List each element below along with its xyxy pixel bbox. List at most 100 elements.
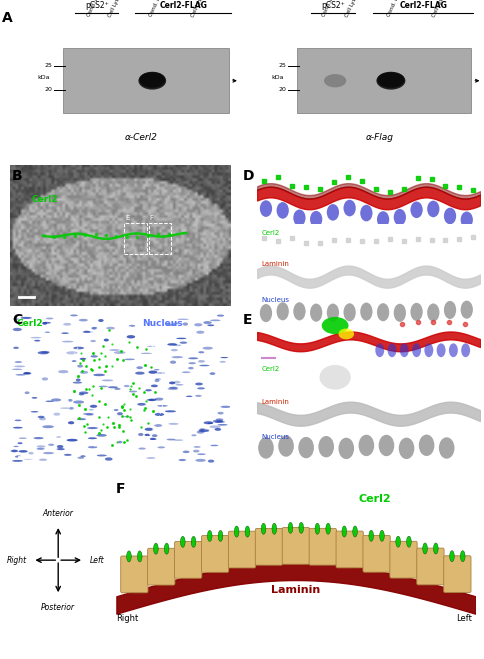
Ellipse shape bbox=[140, 353, 151, 354]
Text: B: B bbox=[12, 169, 22, 183]
Ellipse shape bbox=[177, 318, 188, 320]
Ellipse shape bbox=[129, 325, 135, 327]
Ellipse shape bbox=[198, 430, 209, 432]
Ellipse shape bbox=[87, 427, 98, 429]
Ellipse shape bbox=[13, 427, 23, 428]
Ellipse shape bbox=[114, 388, 121, 390]
Ellipse shape bbox=[426, 200, 439, 217]
Ellipse shape bbox=[409, 302, 422, 321]
Text: E: E bbox=[125, 215, 130, 221]
Text: Cell Lysate: Cell Lysate bbox=[190, 0, 207, 18]
Ellipse shape bbox=[157, 446, 165, 448]
Ellipse shape bbox=[202, 347, 212, 350]
Ellipse shape bbox=[83, 413, 94, 415]
Ellipse shape bbox=[167, 387, 178, 390]
FancyBboxPatch shape bbox=[282, 527, 309, 564]
Ellipse shape bbox=[325, 523, 330, 534]
Text: Left: Left bbox=[455, 614, 471, 623]
Ellipse shape bbox=[58, 370, 69, 373]
Ellipse shape bbox=[210, 320, 220, 321]
Ellipse shape bbox=[338, 438, 353, 459]
Ellipse shape bbox=[73, 347, 84, 349]
Ellipse shape bbox=[326, 204, 338, 221]
Text: 20: 20 bbox=[44, 87, 52, 92]
Ellipse shape bbox=[293, 210, 305, 226]
Ellipse shape bbox=[217, 424, 227, 426]
Ellipse shape bbox=[323, 74, 346, 88]
Text: Laminin: Laminin bbox=[261, 261, 289, 268]
FancyBboxPatch shape bbox=[389, 541, 416, 578]
Ellipse shape bbox=[196, 331, 204, 334]
Ellipse shape bbox=[180, 536, 185, 548]
Ellipse shape bbox=[12, 460, 23, 462]
Ellipse shape bbox=[276, 202, 288, 219]
Ellipse shape bbox=[182, 451, 189, 453]
Ellipse shape bbox=[137, 551, 142, 562]
Ellipse shape bbox=[73, 382, 82, 384]
Ellipse shape bbox=[126, 551, 131, 562]
Ellipse shape bbox=[352, 526, 357, 537]
Ellipse shape bbox=[426, 303, 439, 322]
Ellipse shape bbox=[411, 343, 420, 357]
Text: F: F bbox=[150, 215, 153, 221]
Text: Right: Right bbox=[7, 556, 27, 565]
Text: 20: 20 bbox=[278, 87, 286, 92]
Ellipse shape bbox=[93, 374, 105, 376]
Ellipse shape bbox=[76, 378, 80, 382]
Ellipse shape bbox=[166, 439, 175, 440]
Ellipse shape bbox=[436, 343, 445, 357]
Ellipse shape bbox=[387, 343, 395, 357]
Ellipse shape bbox=[123, 385, 129, 387]
Ellipse shape bbox=[278, 436, 293, 457]
Ellipse shape bbox=[117, 412, 122, 415]
Ellipse shape bbox=[146, 399, 154, 401]
Ellipse shape bbox=[34, 340, 40, 341]
Ellipse shape bbox=[424, 343, 432, 357]
Ellipse shape bbox=[82, 331, 93, 333]
Ellipse shape bbox=[148, 399, 156, 401]
Ellipse shape bbox=[42, 425, 54, 428]
Ellipse shape bbox=[117, 441, 122, 444]
Ellipse shape bbox=[259, 200, 272, 217]
Ellipse shape bbox=[399, 343, 408, 357]
Ellipse shape bbox=[216, 314, 224, 317]
Ellipse shape bbox=[438, 438, 454, 459]
Ellipse shape bbox=[15, 361, 22, 363]
Ellipse shape bbox=[147, 346, 155, 347]
Text: Cell Lysate: Cell Lysate bbox=[107, 0, 124, 18]
Ellipse shape bbox=[169, 382, 175, 384]
Text: Cell Lysate: Cell Lysate bbox=[343, 0, 360, 18]
Text: Anterior: Anterior bbox=[43, 509, 74, 518]
Ellipse shape bbox=[212, 420, 223, 423]
Ellipse shape bbox=[38, 351, 49, 355]
Ellipse shape bbox=[31, 397, 37, 399]
Ellipse shape bbox=[360, 302, 372, 321]
Ellipse shape bbox=[138, 433, 143, 436]
Ellipse shape bbox=[244, 526, 249, 537]
Ellipse shape bbox=[214, 421, 225, 422]
Ellipse shape bbox=[199, 428, 205, 430]
Text: Cond. Media: Cond. Media bbox=[86, 0, 105, 18]
Ellipse shape bbox=[409, 202, 422, 218]
Ellipse shape bbox=[203, 421, 213, 424]
Bar bbox=[62, 48, 228, 113]
Ellipse shape bbox=[33, 437, 44, 440]
Ellipse shape bbox=[199, 364, 209, 366]
Ellipse shape bbox=[259, 304, 272, 322]
Ellipse shape bbox=[124, 358, 135, 360]
Text: E: E bbox=[242, 313, 252, 328]
Ellipse shape bbox=[42, 378, 48, 380]
Ellipse shape bbox=[393, 304, 405, 322]
Text: Cond. Media: Cond. Media bbox=[148, 0, 166, 18]
Ellipse shape bbox=[377, 72, 404, 87]
Ellipse shape bbox=[12, 449, 17, 452]
Ellipse shape bbox=[193, 446, 200, 447]
Ellipse shape bbox=[219, 361, 226, 363]
Ellipse shape bbox=[154, 424, 162, 427]
Text: A: A bbox=[2, 11, 13, 25]
Ellipse shape bbox=[23, 372, 31, 374]
FancyBboxPatch shape bbox=[416, 548, 443, 585]
Ellipse shape bbox=[38, 416, 45, 418]
FancyBboxPatch shape bbox=[121, 556, 148, 593]
Ellipse shape bbox=[343, 303, 355, 322]
